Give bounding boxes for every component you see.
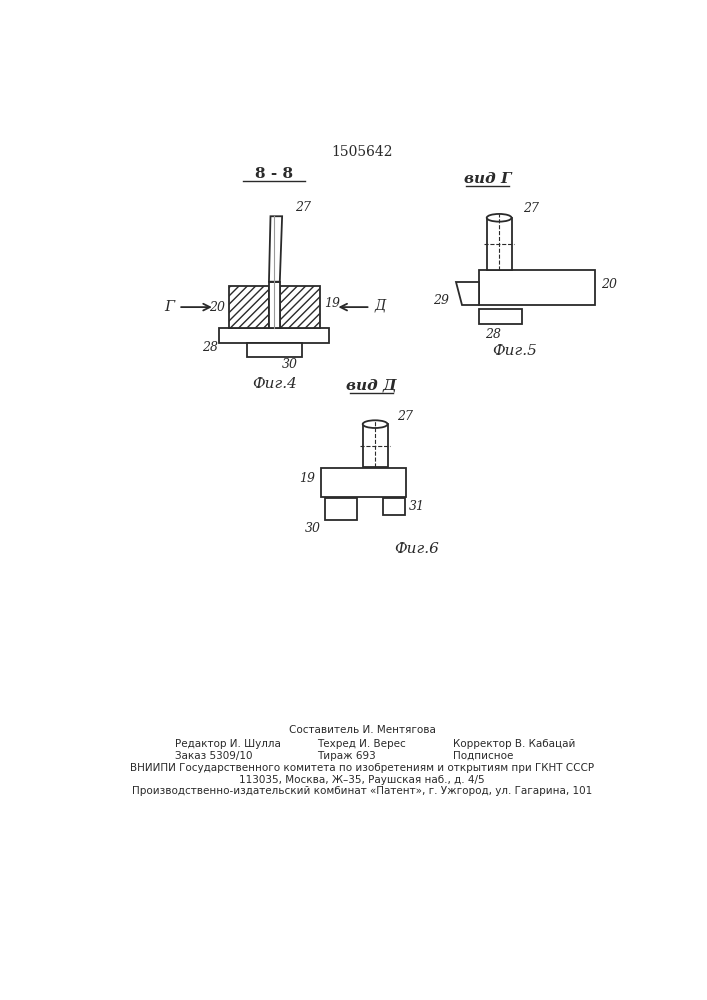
Text: Фиг.4: Фиг.4: [252, 377, 297, 391]
Text: ВНИИПИ Государственного комитета по изобретениям и открытиям при ГКНТ СССР: ВНИИПИ Государственного комитета по изоб…: [130, 763, 594, 773]
Text: 31: 31: [409, 500, 424, 513]
Text: Тираж 693: Тираж 693: [317, 751, 375, 761]
Text: 27: 27: [523, 202, 539, 215]
Text: 19: 19: [324, 297, 340, 310]
Text: Техред И. Верес: Техред И. Верес: [317, 739, 406, 749]
Text: 113035, Москва, Ж–35, Раушская наб., д. 4/5: 113035, Москва, Ж–35, Раушская наб., д. …: [239, 775, 485, 785]
Text: Фиг.6: Фиг.6: [395, 542, 439, 556]
Text: 1505642: 1505642: [331, 145, 392, 159]
Bar: [269, 282, 280, 328]
Bar: [479, 270, 595, 305]
Text: Заказ 5309/10: Заказ 5309/10: [175, 751, 252, 761]
Text: 20: 20: [209, 301, 225, 314]
Ellipse shape: [486, 214, 512, 222]
Polygon shape: [456, 282, 479, 305]
Text: 28: 28: [201, 341, 218, 354]
Text: 29: 29: [433, 294, 450, 307]
Text: 30: 30: [305, 522, 321, 535]
Text: вид Г: вид Г: [464, 172, 511, 186]
Text: Составитель И. Ментягова: Составитель И. Ментягова: [288, 725, 436, 735]
Text: 27: 27: [296, 201, 311, 214]
Bar: [479, 309, 522, 324]
Text: Г: Г: [164, 300, 175, 314]
Bar: [363, 424, 387, 466]
Bar: [325, 498, 357, 520]
Text: Редактор И. Шулла: Редактор И. Шулла: [175, 739, 281, 749]
Text: 30: 30: [282, 358, 298, 371]
Text: 20: 20: [602, 278, 617, 291]
Bar: [247, 343, 301, 357]
Bar: [228, 286, 269, 328]
Text: 27: 27: [397, 410, 413, 423]
Text: Фиг.5: Фиг.5: [492, 344, 537, 358]
Text: 28: 28: [485, 328, 501, 341]
Bar: [280, 286, 320, 328]
Bar: [486, 218, 512, 270]
Text: Производственно-издательский комбинат «Патент», г. Ужгород, ул. Гагарина, 101: Производственно-издательский комбинат «П…: [132, 786, 592, 796]
Text: Корректор В. Кабацай: Корректор В. Кабацай: [452, 739, 575, 749]
Bar: [383, 498, 404, 515]
Bar: [219, 328, 329, 343]
Text: Подписное: Подписное: [452, 751, 513, 761]
Text: 19: 19: [298, 472, 315, 485]
Ellipse shape: [363, 420, 387, 428]
Polygon shape: [269, 216, 282, 282]
Bar: [321, 468, 406, 497]
Text: 8 - 8: 8 - 8: [255, 167, 293, 181]
Text: вид Д: вид Д: [346, 379, 397, 393]
Text: Д: Д: [374, 299, 385, 313]
